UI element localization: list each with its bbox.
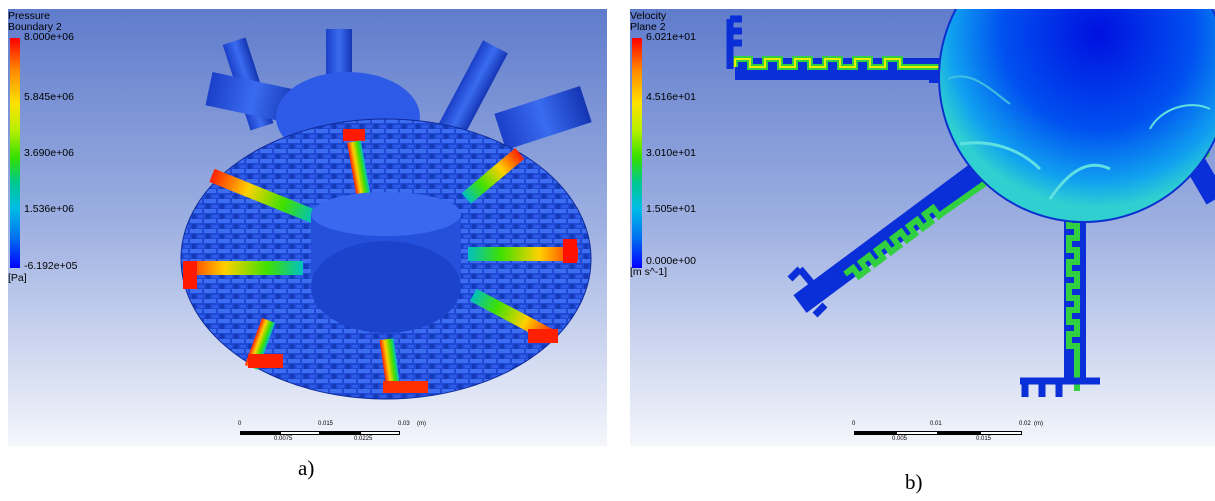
pressure-colored-arms [183, 129, 578, 393]
scale-unit: (m) [1034, 421, 1043, 427]
velocity-render-panel: Velocity Plane 2 6.021e+01 4.516e+01 3.0… [630, 9, 1215, 446]
color-scale-bar [10, 38, 20, 268]
legend-quantity: Pressure [8, 10, 51, 22]
mixing-chamber [938, 9, 1215, 223]
scale-bar: 0 0.01 0.02 (m) 0.005 0.015 [852, 421, 1092, 445]
legend-tick: -6.192e+05 [24, 260, 78, 272]
scale-label: 0 [238, 421, 242, 427]
legend-location: Plane 2 [630, 21, 666, 33]
scale-label: 0.005 [892, 436, 908, 442]
scale-label: 0.015 [976, 436, 992, 442]
legend-tick: 1.505e+01 [646, 203, 696, 215]
scale-bar: 0 0.015 0.03 (m) 0.0075 0.0225 [238, 421, 478, 445]
legend-quantity: Velocity [630, 10, 667, 22]
legend-tick: 3.690e+06 [24, 147, 74, 159]
scale-label: 0.03 [398, 421, 410, 427]
scale-label: 0.0075 [274, 436, 293, 442]
manifold-3d-render [180, 29, 592, 400]
legend-tick: 8.000e+06 [24, 31, 74, 43]
scale-label: 0.01 [930, 421, 942, 427]
scale-label: 0.0225 [354, 436, 373, 442]
legend-tick: 6.021e+01 [646, 31, 696, 43]
color-scale-bar [632, 38, 642, 268]
velocity-section-render [726, 9, 1215, 397]
legend-tick: 4.516e+01 [646, 91, 696, 103]
legend-tick: 5.845e+06 [24, 91, 74, 103]
legend-unit: [Pa] [8, 272, 27, 284]
caption-a: a) [298, 456, 315, 480]
central-hub [311, 192, 461, 333]
caption-b: b) [905, 470, 923, 494]
legend-unit: [m s^-1] [630, 266, 668, 278]
scale-label: 0 [852, 421, 856, 427]
scale-label: 0.02 [1019, 421, 1031, 427]
scale-label: 0.015 [318, 421, 334, 427]
legend-tick: 1.536e+06 [24, 203, 74, 215]
legend-location: Boundary 2 [8, 21, 62, 33]
scale-unit: (m) [417, 421, 426, 427]
legend-tick: 0.000e+00 [646, 255, 696, 267]
legend-tick: 3.010e+01 [646, 147, 696, 159]
pressure-render-panel: Pressure Boundary 2 8.000e+06 5.845e+06 … [8, 9, 607, 446]
